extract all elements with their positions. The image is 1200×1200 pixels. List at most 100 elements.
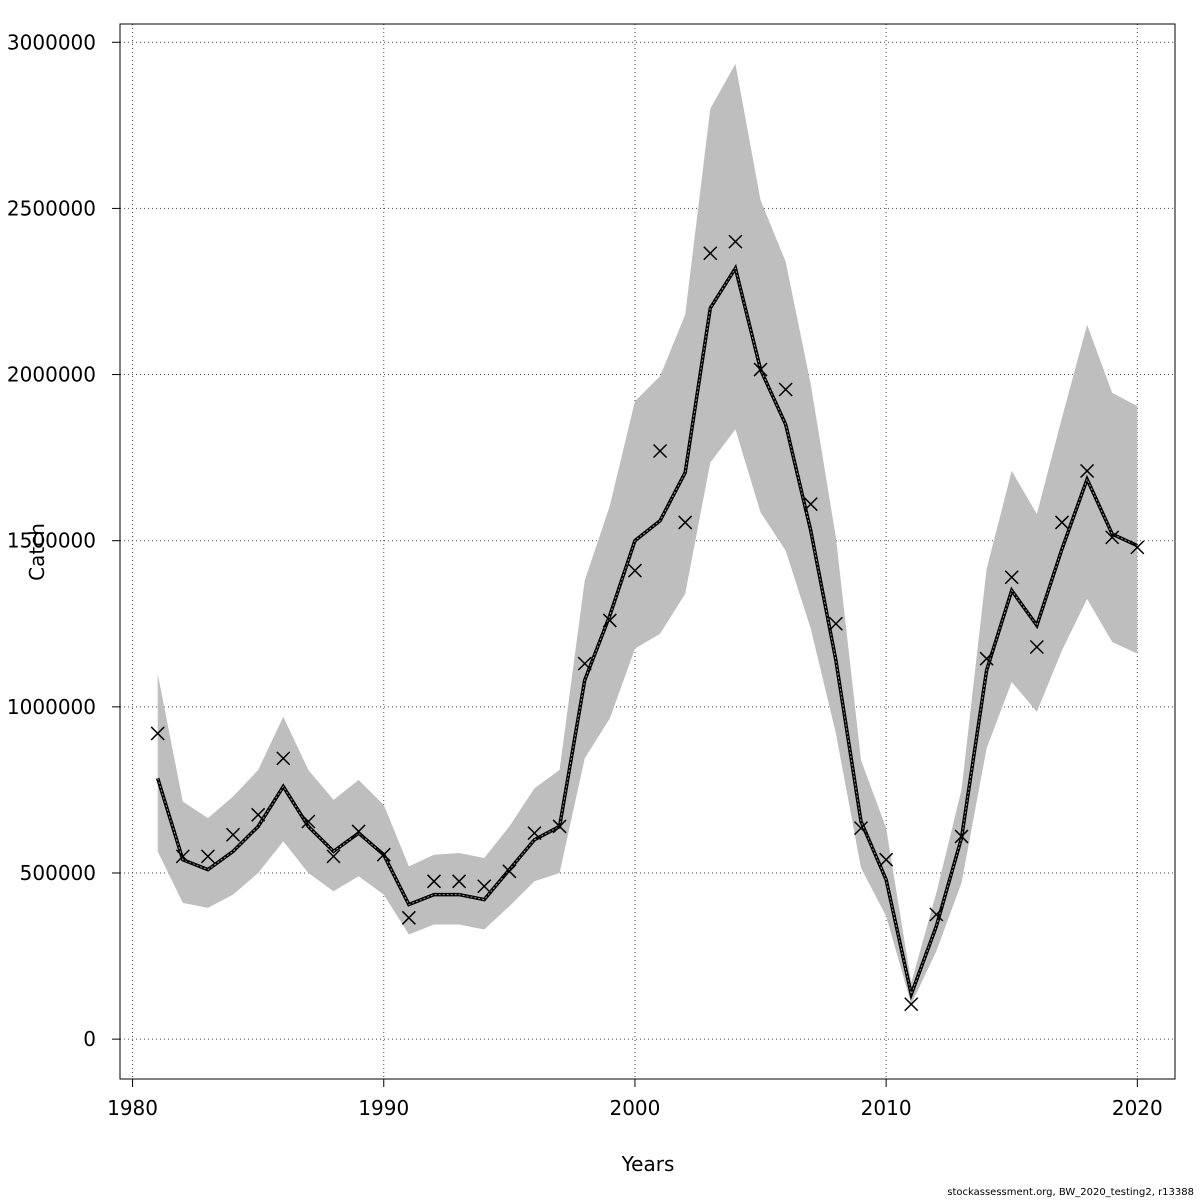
observed-point-stroke [1004, 570, 1019, 585]
observed-point [1054, 515, 1069, 530]
observed-point-stroke [552, 819, 567, 834]
predicted-line-dash [157, 266, 1138, 997]
observed-point-stroke [803, 497, 818, 512]
observed-point-stroke [979, 651, 994, 666]
observed-point-stroke [853, 821, 869, 836]
observed-point [301, 814, 316, 829]
observed-point [1080, 463, 1095, 478]
x-axis-title: Years [621, 1152, 675, 1176]
observed-point [276, 751, 291, 766]
observed-point [477, 879, 492, 894]
observed-point [703, 246, 718, 261]
observed-point [929, 907, 944, 922]
observed-point [853, 821, 869, 836]
y-tick-label: 500000 [20, 861, 96, 885]
observed-point [828, 616, 843, 631]
observed-point-stroke [200, 849, 215, 864]
observed-point-stroke [1105, 530, 1120, 545]
observed-point-stroke [452, 874, 467, 889]
y-tick-label: 1500000 [7, 529, 96, 553]
x-tick-label: 1990 [358, 1096, 409, 1120]
observed-point [577, 656, 592, 671]
observed-point-stroke [627, 563, 642, 578]
observed-point-stroke [150, 726, 165, 741]
observed-point-stroke [175, 849, 190, 864]
observed-point-stroke [828, 616, 843, 631]
observed-point-stroke [1054, 515, 1069, 530]
x-tick-label: 2020 [1112, 1096, 1163, 1120]
observed-point [426, 874, 442, 889]
observed-point-stroke [226, 827, 241, 842]
observed-point [150, 726, 165, 741]
observed-point [753, 362, 768, 377]
observed-point [627, 563, 642, 578]
observed-point-stroke [376, 847, 391, 862]
observed-point-stroke [326, 849, 341, 864]
observed-point [326, 849, 341, 864]
observed-point-stroke [879, 852, 894, 867]
observed-point [653, 443, 668, 459]
confidence-band-area [157, 63, 1138, 1005]
observed-point-stroke [653, 443, 668, 459]
observed-point-stroke [728, 234, 743, 249]
confidence-band [157, 63, 1138, 1005]
x-tick-label: 2000 [609, 1096, 660, 1120]
observed-point [401, 910, 416, 925]
y-tick-label: 1000000 [7, 695, 96, 719]
observed-point [678, 515, 693, 530]
observed-point [1105, 530, 1120, 545]
observed-point-stroke [1130, 540, 1145, 555]
x-axis: 1980 1990 2000 2010 2020 [107, 1079, 1163, 1120]
y-tick-label: 2000000 [7, 363, 96, 387]
plot-frame [119, 23, 1176, 1080]
y-axis-title: Catch [25, 523, 49, 581]
observed-point [778, 382, 793, 397]
observed-point [1004, 570, 1019, 585]
observed-point-stroke [1029, 640, 1044, 655]
observed-points [150, 234, 1145, 1012]
observed-point-stroke [678, 515, 693, 530]
observed-point [1029, 640, 1044, 655]
observed-point-stroke [276, 751, 291, 766]
observed-point [452, 874, 467, 889]
observed-point [879, 852, 894, 867]
observed-point-stroke [753, 362, 768, 377]
observed-point-stroke [1080, 463, 1095, 478]
observed-point-stroke [426, 874, 442, 889]
observed-point-stroke [502, 864, 517, 879]
observed-point [376, 847, 391, 862]
observed-point-stroke [577, 656, 592, 671]
observed-point-stroke [527, 826, 542, 841]
observed-point-stroke [477, 879, 492, 894]
predicted-line [156, 263, 1139, 1001]
observed-point [200, 849, 215, 864]
observed-point-stroke [401, 910, 416, 925]
observed-point-stroke [929, 907, 944, 922]
y-axis: 0 500000 1000000 1500000 2000000 2500000 30000… [7, 30, 120, 1051]
y-tick-label: 2500000 [7, 196, 96, 220]
y-tick-label: 0 [83, 1027, 96, 1051]
observed-point [502, 864, 517, 879]
observed-point-stroke [904, 997, 919, 1012]
observed-point-stroke [778, 382, 793, 397]
observed-point-stroke [301, 814, 316, 829]
footer-credit: stockassessment.org, BW_2020_testing2, r… [947, 1187, 1194, 1198]
observed-point-stroke [954, 829, 969, 844]
observed-point [904, 997, 919, 1012]
observed-point [979, 651, 994, 666]
observed-point [527, 826, 542, 841]
observed-point-stroke [602, 613, 617, 628]
observed-point [226, 827, 241, 842]
x-tick-label: 1980 [107, 1096, 158, 1120]
observed-point [803, 497, 818, 512]
observed-point-stroke [251, 807, 266, 822]
observed-point-stroke [351, 824, 366, 839]
observed-point [1130, 540, 1145, 555]
x-tick-label: 2010 [861, 1096, 912, 1120]
observed-point [728, 234, 743, 249]
observed-point [602, 613, 617, 628]
observed-point [954, 829, 969, 844]
observed-point-stroke [703, 246, 718, 261]
observed-point [175, 849, 190, 864]
